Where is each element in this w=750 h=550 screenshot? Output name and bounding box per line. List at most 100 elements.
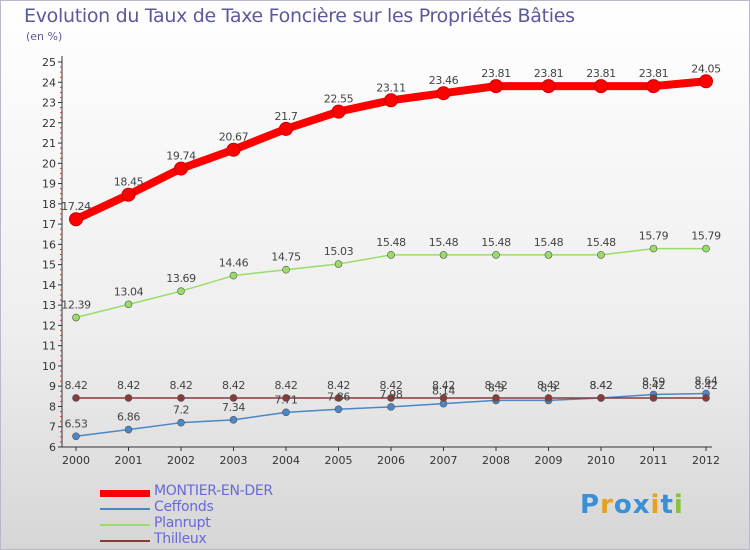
data-label: 8.14 [432, 385, 455, 398]
data-point [177, 418, 185, 427]
data-label: 15.48 [481, 236, 511, 249]
data-point [544, 394, 553, 402]
data-label: 15.79 [691, 230, 721, 243]
x-tick-label: 2009 [535, 454, 563, 467]
data-point [544, 251, 553, 259]
data-point [177, 394, 185, 402]
data-point [177, 287, 185, 295]
data-point [282, 408, 290, 417]
logo-letter: r [600, 490, 614, 520]
data-label: 8.42 [432, 379, 455, 392]
data-label: 8.3 [488, 381, 505, 394]
y-tick-label: 15 [42, 259, 56, 272]
data-point [124, 300, 133, 309]
y-tick-label: 20 [42, 157, 56, 170]
data-point [334, 394, 343, 402]
data-point [229, 416, 238, 424]
data-label: 15.48 [586, 236, 616, 249]
proxiti-logo: Proxiti [580, 490, 684, 520]
legend-label: Thilleux [154, 531, 207, 547]
y-tick-label: 23 [42, 97, 56, 110]
data-point [439, 251, 448, 259]
data-label: 8.42 [642, 379, 665, 392]
logo-letter: o [613, 490, 633, 520]
data-point [282, 265, 290, 274]
data-point [702, 394, 710, 402]
logo-letter: t [660, 490, 674, 520]
y-tick-label: 24 [42, 76, 56, 89]
data-point [334, 260, 343, 268]
data-label: 20.67 [219, 131, 249, 144]
data-point [492, 251, 500, 259]
data-label: 7.34 [222, 401, 245, 414]
data-label: 8.42 [327, 379, 350, 392]
unit-label: (en %) [26, 30, 63, 43]
data-label: 8.59 [642, 376, 665, 389]
data-point [597, 251, 605, 259]
x-tick-label: 2005 [325, 454, 353, 467]
data-label: 8.42 [695, 379, 718, 392]
data-point [124, 425, 133, 434]
data-label: 14.46 [219, 257, 249, 270]
x-tick-label: 2007 [430, 454, 458, 467]
data-label: 8.42 [275, 379, 298, 392]
data-point [282, 394, 290, 402]
data-label: 8.42 [485, 379, 508, 392]
legend-swatch [100, 524, 150, 526]
data-label: 15.79 [639, 230, 669, 243]
data-label: 15.03 [324, 245, 354, 258]
data-point [594, 79, 608, 94]
x-tick-label: 2000 [62, 454, 90, 467]
data-label: 7.2 [173, 404, 189, 417]
data-label: 8.42 [590, 379, 613, 392]
data-point [387, 251, 395, 259]
data-label: 8.42 [117, 379, 140, 392]
data-label: 23.81 [639, 67, 669, 80]
legend-swatch [100, 508, 150, 510]
data-point [124, 394, 133, 402]
data-point [699, 74, 713, 89]
data-point [649, 394, 658, 402]
logo-letter: i [650, 490, 661, 520]
x-tick-label: 2012 [692, 454, 720, 467]
data-label: 23.81 [586, 67, 616, 80]
legend-label: MONTIER-EN-DER [154, 483, 273, 499]
data-point [387, 403, 395, 411]
y-tick-label: 6 [49, 441, 56, 454]
data-label: 21.7 [275, 110, 298, 123]
data-label: 18.45 [114, 176, 144, 189]
data-label: 8.42 [380, 379, 403, 392]
y-tick-label: 22 [42, 117, 56, 130]
y-tick-label: 11 [42, 340, 56, 353]
x-tick-label: 2008 [482, 454, 510, 467]
data-point [72, 313, 80, 322]
y-tick-label: 12 [42, 319, 56, 332]
y-tick-label: 21 [42, 137, 56, 150]
data-point [439, 394, 448, 402]
data-label: 17.24 [61, 200, 91, 213]
y-tick-label: 9 [49, 380, 56, 393]
data-point [121, 187, 136, 202]
legend-swatch [100, 489, 150, 497]
x-tick-label: 2010 [587, 454, 615, 467]
data-label: 8.3 [540, 381, 557, 394]
y-tick-label: 25 [42, 56, 56, 69]
y-tick-label: 18 [42, 198, 56, 211]
data-label: 8.42 [65, 379, 88, 392]
data-label: 23.46 [429, 74, 459, 87]
data-label: 15.48 [429, 236, 459, 249]
data-label: 7.98 [380, 388, 403, 401]
data-point [489, 79, 503, 94]
data-label: 6.86 [117, 411, 140, 424]
data-label: 15.48 [376, 236, 406, 249]
x-tick-label: 2003 [220, 454, 248, 467]
x-tick-label: 2001 [115, 454, 143, 467]
data-point [229, 394, 238, 402]
data-point [331, 104, 346, 119]
data-point [226, 142, 241, 157]
x-tick-label: 2011 [640, 454, 668, 467]
data-label: 8.42 [170, 379, 193, 392]
legend-label: Ceffonds [154, 499, 214, 515]
data-label: 14.75 [271, 251, 301, 264]
